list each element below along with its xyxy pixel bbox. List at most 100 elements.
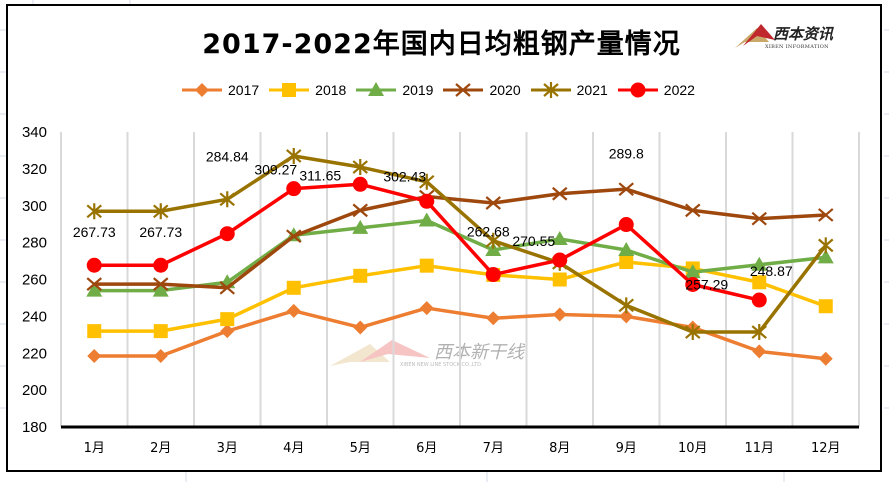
data-point-2018 [818,299,833,314]
data-point-2019 [817,249,834,264]
legend-label: 2019 [402,82,434,98]
legend-marker [368,82,385,96]
x-tick-label: 1月 [84,441,105,456]
legend-swatch-icon [617,82,658,98]
legend-swatch-icon [356,82,397,96]
series-2022 [86,176,767,308]
data-point-2017 [619,309,634,324]
data-point-2018 [286,280,301,295]
data-point-2022 [219,226,235,242]
data-point-2019 [86,282,103,297]
legend-label: 2022 [663,82,695,98]
x-tick-label: 8月 [549,441,570,456]
legend-marker [542,82,559,98]
y-tick-label: 260 [22,272,47,289]
y-tick-label: 180 [22,419,47,436]
data-point-2021 [419,173,435,190]
mountain-logo-icon [735,24,775,48]
data-point-2020 [286,229,302,244]
y-tick-label: 300 [22,198,47,215]
data-label-2022: 311.65 [299,167,341,183]
data-point-2022 [352,176,368,192]
y-tick-label: 340 [22,124,47,141]
series-line-2021 [94,154,828,334]
data-point-2020 [219,280,235,295]
data-point-2020 [153,277,169,291]
x-tick-label: 11月 [744,441,774,456]
data-point-2017 [552,307,567,322]
data-label-2022: 309.27 [254,162,297,178]
data-point-2019 [551,230,568,245]
watermark: 西本新干线 XIBEN NEW LINE STOCK CO.,LTD. [330,338,570,378]
legend-swatch-icon [182,83,222,97]
chart-title: 2017-2022年国内日均粗钢产量情况 [0,22,889,61]
legend-label: 2021 [576,82,608,98]
data-point-2020 [485,196,501,210]
legend-label: 2017 [228,82,260,98]
data-point-2022 [485,267,501,283]
data-point-2021 [286,147,302,164]
legend-item-2021: 2021 [529,80,608,100]
data-point-2019 [485,242,502,256]
data-point-2017 [286,303,301,318]
data-point-2017 [419,301,434,316]
series-line-2020 [94,187,826,290]
x-tick-label: 6月 [416,441,437,456]
chart-frame [6,4,882,472]
legend-swatch-icon [530,82,571,98]
watermark-subtext: XIBEN NEW LINE STOCK CO.,LTD. [400,362,483,368]
data-point-2022 [153,257,169,273]
data-point-2018 [752,275,767,290]
legend-marker [282,83,297,97]
legend-swatch-icon [269,83,310,97]
data-point-2018 [220,312,235,327]
legend-marker [630,82,646,98]
data-label-2022: 267.73 [73,224,116,240]
x-tick-label: 3月 [217,441,238,456]
y-tick-label: 220 [22,345,47,362]
x-tick-label: 2月 [150,441,171,456]
data-point-2018 [87,324,102,339]
data-point-2020 [818,208,834,222]
data-point-2022 [552,252,568,268]
x-tick-label: 5月 [350,441,371,456]
data-point-2020 [685,203,701,218]
data-point-2020 [352,203,368,218]
logo-text: 西本资讯 [773,25,834,43]
data-point-2017 [153,349,168,364]
data-point-2017 [818,351,833,366]
data-point-2017 [752,344,767,359]
y-tick-label: 280 [22,235,47,252]
data-point-2022 [286,181,302,197]
legend-item-2019: 2019 [354,80,433,100]
legend-label: 2018 [315,82,347,98]
logo-subtext: XIBEN INFORMATION [765,44,829,50]
data-point-2019 [152,282,169,297]
legend-swatch-icon [443,83,484,97]
data-point-2020 [618,182,634,196]
x-tick-label: 10月 [678,441,708,456]
x-tick-label: 12月 [811,441,841,456]
data-label-2022: 267.73 [139,224,182,240]
legend-item-2018: 2018 [267,80,346,100]
series-2021 [86,147,834,341]
y-tick-label: 320 [22,161,47,178]
watermark-mountain-icon [330,340,430,366]
data-point-2021 [818,237,834,254]
chart-title-text: 2017-2022年国内日均粗钢产量情况 [202,29,681,60]
data-point-2018 [552,272,567,287]
data-point-2018 [419,258,434,273]
data-label-2022: 257.29 [685,276,728,292]
watermark-text: 西本新干线 [434,342,524,363]
legend-marker [195,83,209,97]
data-label-2022: 302.43 [383,168,426,184]
data-point-2021 [685,324,701,341]
data-label-2022: 262.68 [467,224,510,240]
data-point-2017 [87,349,102,364]
data-point-2019 [751,256,768,271]
data-point-2018 [353,268,368,283]
data-point-2022 [685,276,701,292]
data-label-2022: 289.8 [609,146,644,162]
